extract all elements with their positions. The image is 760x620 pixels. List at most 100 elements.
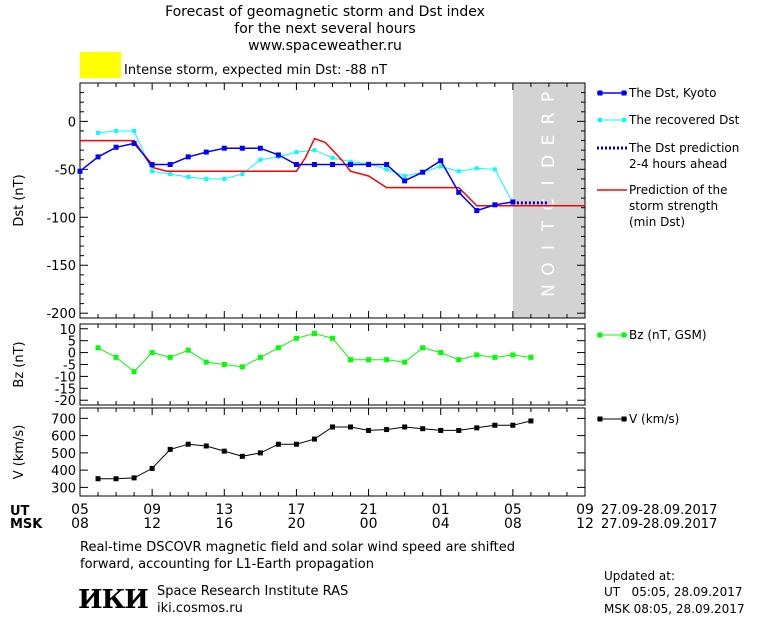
dst-kyoto-point <box>311 162 317 168</box>
bz-point <box>221 362 227 367</box>
y-tick-label: -10 <box>55 370 76 385</box>
institute-name: Space Research Institute RAS <box>157 584 349 599</box>
bz-point <box>474 352 480 358</box>
ut-tick-label: 17 <box>288 502 306 518</box>
recovered-dst-point <box>330 155 335 160</box>
dst-kyoto-point <box>402 178 408 184</box>
legend-min-dst-text-3: (min Dst) <box>629 215 685 229</box>
legend-bz-text: Bz (nT, GSM) <box>629 328 707 342</box>
prediction-label-letter: E <box>539 135 559 146</box>
y-tick-label: 600 <box>51 430 76 445</box>
chart-title: Forecast of geomagnetic storm and Dst in… <box>165 4 485 20</box>
prediction-label-letter: R <box>539 112 559 124</box>
legend-min-dst-text-1: Prediction of the <box>629 183 728 197</box>
bz-point <box>510 352 516 358</box>
recovered-dst-point <box>96 130 101 135</box>
recovered-dst-point <box>312 148 317 153</box>
bz-axis-label: Bz (nT) <box>12 341 27 387</box>
v-point <box>330 424 335 430</box>
y-tick-label: -50 <box>55 163 76 178</box>
legend-bz-marker <box>621 332 627 338</box>
v-point <box>275 441 281 447</box>
v-point <box>474 425 480 431</box>
v-point <box>131 475 137 481</box>
dst-kyoto-point <box>492 202 498 208</box>
prediction-label-letter: N <box>539 284 559 297</box>
y-tick-label: 0 <box>68 115 76 130</box>
y-tick-label: 400 <box>51 464 76 479</box>
v-point <box>438 427 444 433</box>
dst-kyoto-point <box>275 152 281 158</box>
dst-kyoto-point <box>438 158 444 164</box>
y-tick-label: 0 <box>68 347 76 362</box>
msk-tick-label: 04 <box>432 516 450 532</box>
msk-tick-label: 08 <box>71 516 89 532</box>
bz-point <box>167 354 173 360</box>
site-url: www.spaceweather.ru <box>248 38 402 54</box>
v-point <box>257 450 263 456</box>
y-tick-label: -200 <box>46 307 76 322</box>
v-point <box>420 426 426 432</box>
bz-point <box>257 354 263 360</box>
legend-prediction-text-1: The Dst prediction <box>628 141 739 155</box>
ut-tick-label: 21 <box>360 502 378 518</box>
v-point <box>293 441 299 447</box>
v-point <box>203 443 209 449</box>
dst-kyoto-point <box>203 149 209 155</box>
recovered-dst-point <box>150 169 155 174</box>
storm-forecast-text: Intense storm, expected min Dst: -88 nT <box>124 63 388 78</box>
recovered-dst-point <box>384 167 389 172</box>
msk-tick-label: 20 <box>288 516 306 532</box>
prediction-band <box>512 83 585 318</box>
dst-axis-label: Dst (nT) <box>12 174 27 226</box>
bz-point <box>330 335 335 341</box>
bz-point <box>366 357 372 363</box>
prediction-label-letter: T <box>539 220 559 232</box>
legend-kyoto-marker <box>621 90 627 96</box>
legend-recovered-marker <box>622 118 626 122</box>
dst-kyoto-point <box>77 168 83 174</box>
dst-kyoto-point <box>167 162 173 168</box>
iki-logo: ИКИ <box>78 585 149 615</box>
v-point <box>528 418 534 424</box>
ut-tick-label: 05 <box>504 502 522 518</box>
dst-kyoto-point <box>131 140 137 146</box>
msk-label: MSK <box>10 517 43 532</box>
ut-tick-label: 01 <box>432 502 450 518</box>
propagation-note-line1: Real-time DSCOVR magnetic field and sola… <box>80 540 516 555</box>
recovered-dst-point <box>204 176 209 181</box>
msk-tick-label: 12 <box>143 516 161 532</box>
msk-date-range: 27.09-28.09.2017 <box>601 517 717 532</box>
v-point <box>113 476 119 482</box>
ut-date-range: 27.09-28.09.2017 <box>601 503 717 518</box>
bz-point <box>293 335 299 341</box>
v-point <box>185 441 191 447</box>
legend-v-marker <box>621 416 627 422</box>
dst-kyoto-point <box>420 169 426 175</box>
bz-line <box>97 332 531 373</box>
recovered-dst-point <box>258 157 263 162</box>
y-tick-label: 5 <box>68 335 76 350</box>
recovered-dst-point <box>294 150 299 155</box>
ut-tick-label: 05 <box>71 502 89 518</box>
dst-kyoto-point <box>348 162 354 168</box>
updated-msk: MSK 08:05, 28.09.2017 <box>604 602 745 616</box>
prediction-label-letter: I <box>539 180 559 185</box>
bz-point <box>239 364 245 370</box>
recovered-dst-point <box>168 172 173 177</box>
dst-kyoto-point <box>221 145 227 151</box>
y-tick-label: -20 <box>55 394 76 409</box>
bz-point <box>438 350 444 356</box>
y-tick-label: -150 <box>46 259 76 274</box>
bz-point <box>203 359 209 365</box>
storm-level-swatch <box>80 52 121 78</box>
ut-tick-label: 09 <box>143 502 161 518</box>
y-tick-label: -100 <box>46 211 76 226</box>
v-point <box>510 422 516 428</box>
recovered-dst-point <box>456 169 461 174</box>
prediction-label-letter: C <box>539 199 559 211</box>
v-point <box>239 453 245 459</box>
bz-point <box>402 359 408 365</box>
legend-bz-marker <box>597 332 603 338</box>
